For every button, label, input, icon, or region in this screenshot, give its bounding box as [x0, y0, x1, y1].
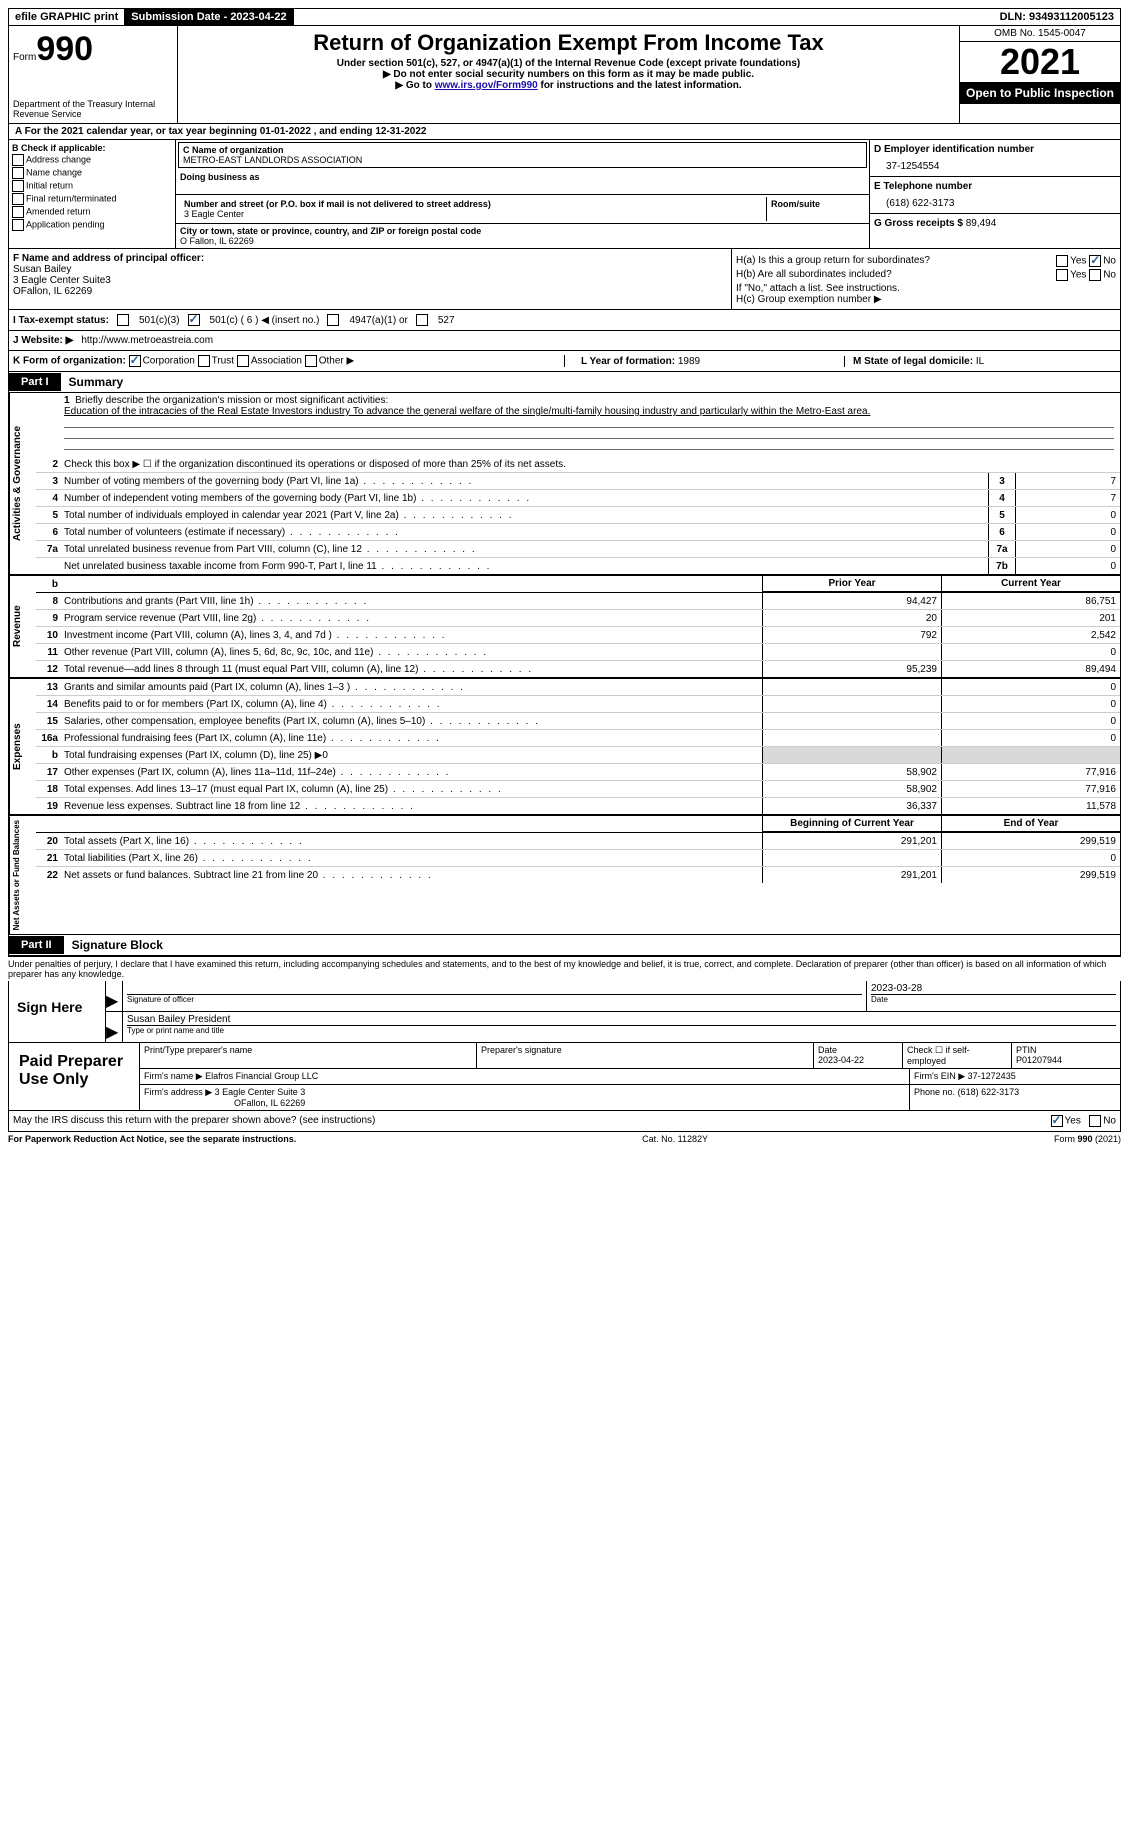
summary-line: 13Grants and similar amounts paid (Part … — [36, 679, 1120, 696]
submission-date: Submission Date - 2023-04-22 — [125, 9, 293, 25]
section-b-g: B Check if applicable: Address change Na… — [8, 140, 1121, 249]
dln: DLN: 93493112005123 — [994, 9, 1120, 25]
summary-line: 3Number of voting members of the governi… — [36, 473, 1120, 490]
part1-header: Part I Summary — [8, 372, 1121, 393]
form-header: Form990 Department of the Treasury Inter… — [8, 26, 1121, 124]
section-fh: F Name and address of principal officer:… — [8, 249, 1121, 310]
irs-link[interactable]: www.irs.gov/Form990 — [435, 80, 538, 91]
tax-year-row: A For the 2021 calendar year, or tax yea… — [8, 124, 1121, 140]
form-id-block: Form990 Department of the Treasury Inter… — [9, 26, 178, 123]
summary-line: 11Other revenue (Part VIII, column (A), … — [36, 644, 1120, 661]
row-kl: K Form of organization: Corporation Trus… — [8, 351, 1121, 372]
summary-line: 14Benefits paid to or for members (Part … — [36, 696, 1120, 713]
preparer-block: Paid Preparer Use Only Print/Type prepar… — [8, 1043, 1121, 1111]
box-h: H(a) Is this a group return for subordin… — [732, 249, 1120, 309]
summary-line: 7aTotal unrelated business revenue from … — [36, 541, 1120, 558]
box-b: B Check if applicable: Address change Na… — [9, 140, 176, 248]
summary-line: 21Total liabilities (Part X, line 26)0 — [36, 850, 1120, 867]
summary-line: 10Investment income (Part VIII, column (… — [36, 627, 1120, 644]
summary-line: 22Net assets or fund balances. Subtract … — [36, 867, 1120, 883]
summary-ag: Activities & Governance 1 Briefly descri… — [8, 393, 1121, 575]
top-bar: efile GRAPHIC print Submission Date - 20… — [8, 8, 1121, 26]
part2-header: Part II Signature Block — [8, 935, 1121, 956]
summary-line: 16aProfessional fundraising fees (Part I… — [36, 730, 1120, 747]
summary-line: Net unrelated business taxable income fr… — [36, 558, 1120, 574]
summary-line: bTotal fundraising expenses (Part IX, co… — [36, 747, 1120, 764]
summary-line: 18Total expenses. Add lines 13–17 (must … — [36, 781, 1120, 798]
form-title-block: Return of Organization Exempt From Incom… — [178, 26, 959, 123]
box-f: F Name and address of principal officer:… — [9, 249, 732, 309]
efile-label: efile GRAPHIC print — [9, 9, 125, 25]
sign-block: Sign Here ▶ Signature of officer 2023-03… — [8, 981, 1121, 1043]
summary-line: 6Total number of volunteers (estimate if… — [36, 524, 1120, 541]
summary-rev: Revenue b Prior Year Current Year 8Contr… — [8, 575, 1121, 678]
summary-line: 15Salaries, other compensation, employee… — [36, 713, 1120, 730]
summary-exp: Expenses 13Grants and similar amounts pa… — [8, 678, 1121, 815]
summary-line: 17Other expenses (Part IX, column (A), l… — [36, 764, 1120, 781]
summary-line: 4Number of independent voting members of… — [36, 490, 1120, 507]
summary-na: Net Assets or Fund Balances Beginning of… — [8, 815, 1121, 935]
row-j: J Website: ▶ http://www.metroeastreia.co… — [8, 331, 1121, 351]
box-c: C Name of organization METRO-EAST LANDLO… — [176, 140, 869, 248]
summary-line: 8Contributions and grants (Part VIII, li… — [36, 593, 1120, 610]
year-block: OMB No. 1545-0047 2021 Open to Public In… — [959, 26, 1120, 123]
summary-line: 19Revenue less expenses. Subtract line 1… — [36, 798, 1120, 814]
summary-line: 20Total assets (Part X, line 16)291,2012… — [36, 833, 1120, 850]
penalties-text: Under penalties of perjury, I declare th… — [8, 956, 1121, 981]
summary-line: 12Total revenue—add lines 8 through 11 (… — [36, 661, 1120, 677]
summary-line: 9Program service revenue (Part VIII, lin… — [36, 610, 1120, 627]
page-title: Return of Organization Exempt From Incom… — [182, 30, 955, 56]
box-deg: D Employer identification number 37-1254… — [869, 140, 1120, 248]
footer: For Paperwork Reduction Act Notice, see … — [8, 1132, 1121, 1144]
summary-line: 5Total number of individuals employed in… — [36, 507, 1120, 524]
discuss-row: May the IRS discuss this return with the… — [8, 1111, 1121, 1132]
row-i: I Tax-exempt status: 501(c)(3) 501(c) ( … — [8, 310, 1121, 331]
